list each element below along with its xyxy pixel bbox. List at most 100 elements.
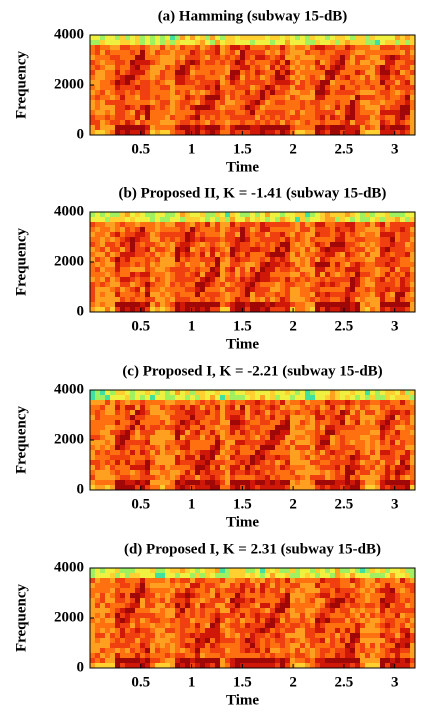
spectrogram-cell — [180, 633, 186, 639]
spectrogram-cell — [145, 35, 151, 41]
spectrogram-cell — [180, 120, 186, 126]
spectrogram-cell — [215, 55, 221, 61]
y-tick-label: 0 — [77, 126, 85, 142]
spectrogram-cell — [90, 608, 96, 614]
spectrogram-cell — [390, 405, 396, 411]
spectrogram-cell — [345, 568, 351, 574]
spectrogram-cell — [95, 297, 101, 303]
spectrogram-cell — [225, 430, 231, 436]
spectrogram-cell — [310, 430, 316, 436]
spectrogram-cell — [100, 653, 106, 659]
spectrogram-cell — [155, 50, 161, 56]
spectrogram-cell — [200, 603, 206, 609]
spectrogram-cell — [105, 70, 111, 76]
spectrogram-cell — [160, 475, 166, 481]
spectrogram-cell — [340, 80, 346, 86]
spectrogram-cell — [340, 257, 346, 263]
spectrogram-cell — [290, 578, 296, 584]
spectrogram-cell — [295, 277, 301, 283]
spectrogram-cell — [375, 50, 381, 56]
spectrogram-cell — [250, 583, 256, 589]
spectrogram-cell — [340, 90, 346, 96]
spectrogram-cell — [205, 395, 211, 401]
spectrogram-cell — [225, 613, 231, 619]
spectrogram-cell — [250, 50, 256, 56]
spectrogram-cell — [295, 633, 301, 639]
spectrogram-cell — [255, 247, 261, 253]
spectrogram-cell — [180, 573, 186, 579]
spectrogram-cell — [170, 115, 176, 121]
spectrogram-cell — [335, 247, 341, 253]
spectrogram-cell — [205, 35, 211, 41]
spectrogram-cell — [300, 110, 306, 116]
spectrogram-cell — [400, 75, 406, 81]
spectrogram-cell — [155, 232, 161, 238]
spectrogram-cell — [215, 450, 221, 456]
spectrogram-cell — [125, 465, 131, 471]
spectrogram-cell — [360, 100, 366, 106]
spectrogram-cell — [250, 65, 256, 71]
spectrogram-cell — [120, 292, 126, 298]
spectrogram-cell — [265, 460, 271, 466]
spectrogram-cell — [110, 578, 116, 584]
spectrogram-cell — [240, 95, 246, 101]
spectrogram-cell — [285, 217, 291, 223]
spectrogram-cell — [110, 292, 116, 298]
spectrogram-cell — [230, 105, 236, 111]
spectrogram-cell — [150, 90, 156, 96]
spectrogram-cell — [145, 475, 151, 481]
spectrogram-cell — [195, 470, 201, 476]
spectrogram-cell — [180, 227, 186, 233]
spectrogram-cell — [335, 257, 341, 263]
spectrogram-cell — [95, 105, 101, 111]
spectrogram-cell — [210, 588, 216, 594]
spectrogram-cell — [250, 568, 256, 574]
spectrogram-cell — [320, 475, 326, 481]
spectrogram-cell — [320, 222, 326, 228]
spectrogram-cell — [260, 115, 266, 121]
spectrogram-cell — [260, 450, 266, 456]
spectrogram-cell — [260, 420, 266, 426]
spectrogram-cell — [210, 470, 216, 476]
spectrogram-cell — [405, 70, 411, 76]
spectrogram-cell — [310, 628, 316, 634]
spectrogram-cell — [285, 648, 291, 654]
spectrogram-cell — [290, 272, 296, 278]
spectrogram-cell — [110, 628, 116, 634]
spectrogram-cell — [215, 440, 221, 446]
spectrogram-cell — [155, 212, 161, 218]
spectrogram-cell — [225, 415, 231, 421]
spectrogram-cell — [275, 390, 281, 396]
spectrogram-cell — [160, 425, 166, 431]
spectrogram-cell — [380, 390, 386, 396]
spectrogram-cell — [290, 460, 296, 466]
spectrogram-cell — [245, 90, 251, 96]
spectrogram-cell — [150, 242, 156, 248]
spectrogram-cell — [120, 257, 126, 263]
spectrogram-cell — [265, 100, 271, 106]
spectrogram-cell — [220, 653, 226, 659]
spectrogram-cell — [225, 70, 231, 76]
spectrogram-cell — [220, 110, 226, 116]
spectrogram-cell — [260, 603, 266, 609]
spectrogram-cell — [200, 420, 206, 426]
spectrogram-cell — [270, 50, 276, 56]
spectrogram-cell — [360, 267, 366, 273]
spectrogram-cell — [280, 272, 286, 278]
spectrogram-cell — [140, 80, 146, 86]
spectrogram-cell — [335, 277, 341, 283]
spectrogram-cell — [330, 287, 336, 293]
spectrogram-cell — [240, 75, 246, 81]
spectrogram-cell — [375, 75, 381, 81]
spectrogram-cell — [320, 568, 326, 574]
spectrogram-cell — [150, 237, 156, 243]
spectrogram-cell — [225, 583, 231, 589]
x-tick-label: 2.5 — [335, 141, 354, 157]
spectrogram-cell — [215, 45, 221, 51]
spectrogram-cell — [275, 395, 281, 401]
spectrogram-cell — [200, 277, 206, 283]
spectrogram-cell — [275, 242, 281, 248]
spectrogram-cell — [290, 282, 296, 288]
spectrogram-cell — [210, 460, 216, 466]
spectrogram-cell — [110, 252, 116, 258]
